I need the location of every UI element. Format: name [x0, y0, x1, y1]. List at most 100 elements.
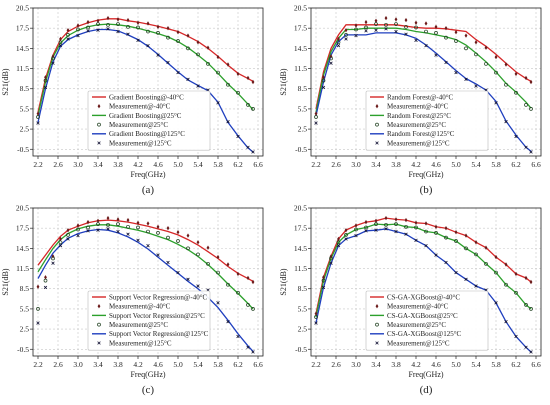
data-point-3-4 — [344, 233, 348, 237]
data-point-3-16 — [186, 246, 190, 251]
legend-label: Gradient Boosting@-40°C — [109, 93, 184, 101]
plot-frame — [32, 7, 264, 157]
data-point-3-23 — [529, 107, 533, 111]
data-point-5-21 — [236, 134, 240, 139]
y-tick-label: 20.5 — [16, 204, 29, 213]
y-tick-label: 14.5 — [16, 44, 29, 53]
data-point-5-23 — [251, 150, 255, 154]
chart-panel-0: 2.2 2.6 3.0 3.4 3.8 4.2 4.6 5.0 5.4 5.8 6.2 6.6 -0.5… — [1, 4, 264, 196]
x-tick-label: 2.6 — [331, 360, 341, 369]
data-point-5-17 — [474, 84, 478, 88]
data-point-5-14 — [166, 60, 170, 65]
x-tick-label: 2.6 — [331, 160, 341, 169]
data-point-3-23 — [251, 307, 255, 311]
data-point-1-10 — [126, 217, 130, 223]
data-point-5-8 — [384, 27, 388, 31]
data-point-3-17 — [196, 252, 200, 257]
data-point-3-21 — [514, 290, 518, 295]
legend-label: Measurement@125°C — [387, 139, 450, 147]
x-tick-label: 6.2 — [511, 360, 521, 369]
y-tick-label: 8.5 — [298, 284, 308, 293]
data-point-5-6 — [364, 29, 368, 33]
data-point-3-23 — [529, 307, 533, 311]
data-point-5-16 — [464, 277, 468, 281]
data-point-3-2 — [51, 256, 55, 261]
x-tick-label: 5.4 — [193, 160, 203, 169]
data-point-5-2 — [329, 261, 333, 265]
legend-label: CS-GA-XGBoost@125°C — [387, 330, 462, 338]
data-point-3-19 — [216, 270, 220, 275]
x-tick-label: 3.8 — [113, 160, 123, 169]
legend-swatch-marker — [375, 322, 379, 327]
data-point-5-22 — [524, 145, 528, 149]
data-point-1-18 — [206, 45, 210, 50]
legend-label: Measurement@25°C — [387, 321, 446, 329]
x-tick-label: 4.2 — [411, 360, 421, 369]
data-point-5-19 — [216, 301, 220, 305]
legend-label: Support Vector Regression@25°C — [109, 312, 205, 320]
y-tick-label: 2.5 — [298, 125, 308, 134]
data-point-1-22 — [524, 75, 528, 81]
data-point-1-15 — [176, 30, 180, 35]
data-point-5-19 — [494, 301, 498, 305]
legend-item: CS-GA-XGBoost@25°C — [370, 312, 458, 320]
data-point-1-14 — [166, 25, 170, 31]
data-point-3-14 — [444, 235, 448, 240]
y-tick-label: -0.5 — [295, 145, 307, 154]
data-point-3-13 — [156, 231, 160, 235]
x-tick-label: 3.8 — [391, 160, 401, 169]
data-point-3-12 — [146, 29, 150, 34]
x-tick-label: 3.4 — [371, 360, 381, 369]
data-point-3-9 — [116, 22, 120, 26]
data-point-3-21 — [236, 90, 240, 95]
data-point-3-15 — [176, 39, 180, 43]
data-point-3-4 — [344, 33, 348, 37]
y-axis-label: S21(dB) — [279, 268, 288, 295]
data-point-5-10 — [126, 32, 130, 36]
data-point-5-21 — [514, 134, 518, 139]
data-point-3-22 — [246, 303, 250, 307]
y-tick-label: 8.5 — [20, 284, 30, 293]
data-point-5-22 — [246, 145, 250, 149]
x-tick-label: 4.6 — [431, 160, 441, 169]
legend-item: Support Vector Regression@-40°C — [92, 293, 207, 301]
y-tick-label: 17.5 — [294, 224, 307, 233]
data-point-3-1 — [43, 78, 48, 83]
data-point-3-11 — [414, 25, 418, 30]
data-point-1-12 — [146, 221, 150, 226]
data-point-5-15 — [176, 270, 180, 275]
data-point-3-10 — [404, 224, 408, 229]
data-point-1-3 — [59, 36, 62, 42]
data-point-1-22 — [524, 275, 528, 281]
legend-label: Measurement@125°C — [109, 139, 172, 147]
legend-item: Measurement@25°C — [97, 321, 168, 329]
y-tick-label: 17.5 — [294, 24, 307, 33]
data-point-3-5 — [76, 27, 80, 32]
data-point-5-1 — [43, 285, 48, 290]
data-point-3-22 — [246, 103, 250, 107]
data-point-5-5 — [354, 233, 358, 238]
data-point-3-4 — [66, 233, 70, 237]
data-point-5-13 — [156, 53, 160, 57]
data-point-5-4 — [344, 237, 348, 241]
y-tick-label: 11.5 — [294, 64, 307, 73]
y-tick-label: 11.5 — [294, 264, 307, 273]
data-point-5-20 — [504, 120, 508, 124]
data-point-3-18 — [484, 261, 488, 266]
data-point-1-7 — [96, 218, 100, 223]
data-point-5-6 — [86, 229, 90, 233]
legend-item: Random Forest@125°C — [370, 130, 455, 138]
data-point-5-23 — [251, 350, 255, 354]
series-line-0 — [315, 217, 532, 314]
data-point-5-2 — [329, 61, 333, 65]
data-point-1-10 — [126, 17, 130, 23]
data-point-5-5 — [76, 33, 80, 38]
plot-frame — [310, 7, 542, 157]
data-point-5-13 — [434, 53, 438, 57]
data-point-5-12 — [424, 243, 428, 248]
x-tick-label: 3.4 — [93, 160, 103, 169]
data-point-3-7 — [374, 22, 378, 26]
data-point-5-19 — [494, 101, 498, 105]
y-tick-label: 14.5 — [294, 244, 307, 253]
